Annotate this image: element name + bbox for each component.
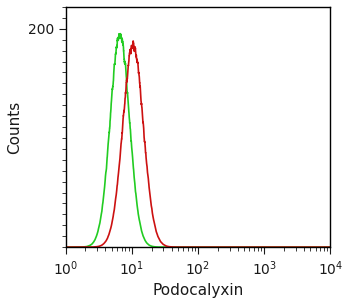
X-axis label: Podocalyxin: Podocalyxin: [152, 283, 244, 298]
Y-axis label: Counts: Counts: [7, 100, 22, 154]
